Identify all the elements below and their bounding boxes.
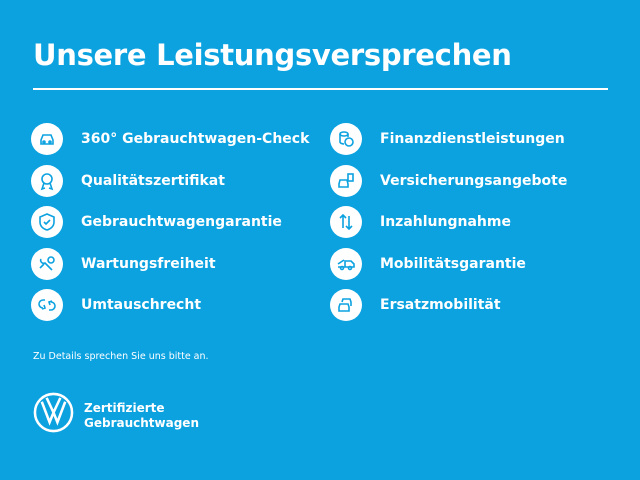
wrench-icon: [31, 248, 63, 280]
arrows-up-down-icon: [330, 206, 362, 238]
car-insurance-icon: [330, 165, 362, 197]
vw-logo: [33, 392, 74, 433]
coins-icon: [330, 123, 362, 155]
left-item-0: 360° Gebrauchtwagen-Check: [31, 123, 309, 155]
divider: [33, 88, 608, 90]
details-note: Zu Details sprechen Sie uns bitte an.: [33, 351, 209, 362]
left-item-4: Umtauschrecht: [31, 289, 201, 321]
car-check-icon: [31, 123, 63, 155]
right-item-1: Versicherungsangebote: [330, 165, 567, 197]
left-item-2: Gebrauchtwagengarantie: [31, 206, 282, 238]
right-item-2: Inzahlungnahme: [330, 206, 511, 238]
left-item-3: Wartungsfreiheit: [31, 248, 216, 280]
tow-truck-icon: [330, 248, 362, 280]
shield-check-icon: [31, 206, 63, 238]
brand-line2: Gebrauchtwagen: [84, 416, 199, 430]
right-item-4: Ersatzmobilität: [330, 289, 501, 321]
right-item-0: Finanzdienstleistungen: [330, 123, 565, 155]
exchange-icon: [31, 289, 63, 321]
right-item-3: Mobilitätsgarantie: [330, 248, 526, 280]
left-item-1: Qualitätszertifikat: [31, 165, 225, 197]
page-title: Unsere Leistungsversprechen: [33, 38, 512, 72]
cars-icon: [330, 289, 362, 321]
brand-line1: Zertifizierte: [84, 401, 165, 415]
brand-text: Zertifizierte Gebrauchtwagen: [84, 401, 199, 431]
award-icon: [31, 165, 63, 197]
